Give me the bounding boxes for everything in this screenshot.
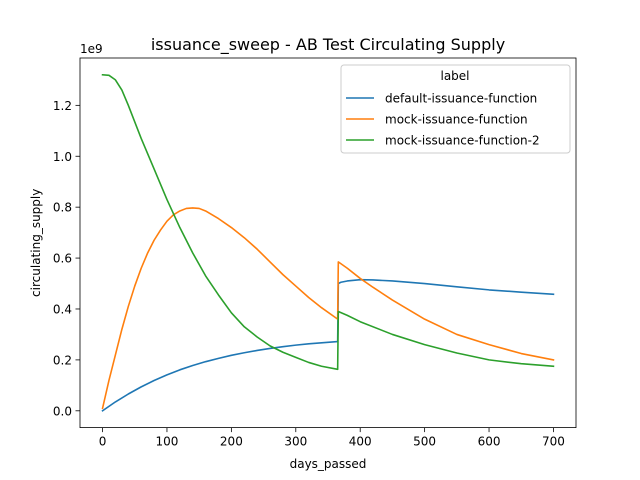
legend-label: default-issuance-function [385, 92, 537, 106]
plot-lines [101, 73, 555, 412]
y-tick-label: 1.0 [53, 150, 72, 164]
series-line-1 [101, 278, 555, 412]
legend-label: mock-issuance-function [385, 113, 528, 127]
series-line-2 [101, 207, 555, 410]
x-tick-label: 700 [542, 435, 565, 449]
x-tick-label: 100 [156, 435, 179, 449]
series-line-3 [101, 73, 555, 371]
legend-entries: default-issuance-function mock-issuance-f… [346, 92, 540, 148]
y-tick-label: 0.4 [53, 302, 72, 316]
legend-title: label [440, 69, 469, 83]
y-tick-label: 0.8 [53, 201, 72, 215]
x-tick-label: 0 [99, 435, 107, 449]
x-axis-ticks: 0 100 200 300 400 500 600 700 [99, 427, 565, 449]
y-tick-label: 0.0 [53, 404, 72, 418]
y-axis-ticks: 0.0 0.2 0.4 0.6 0.8 1.0 1.2 [53, 99, 80, 418]
chart-title: issuance_sweep - AB Test Circulating Sup… [151, 35, 505, 55]
y-tick-label: 0.2 [53, 353, 72, 367]
y-tick-label: 1.2 [53, 99, 72, 113]
y-scale-label: 1e9 [80, 42, 103, 56]
legend: label default-issuance-function mock-issu… [340, 64, 571, 154]
x-tick-label: 300 [284, 435, 307, 449]
x-tick-label: 500 [413, 435, 436, 449]
x-axis-label: days_passed [290, 457, 367, 471]
legend-box [340, 64, 571, 154]
y-axis-label: circulating_supply [29, 189, 43, 297]
plot-frame [79, 57, 577, 429]
x-tick-label: 200 [220, 435, 243, 449]
y-tick-label: 0.6 [53, 252, 72, 266]
legend-label: mock-issuance-function-2 [385, 134, 540, 148]
x-tick-label: 600 [478, 435, 501, 449]
x-tick-label: 400 [349, 435, 372, 449]
